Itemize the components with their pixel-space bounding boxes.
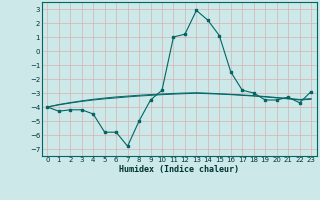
X-axis label: Humidex (Indice chaleur): Humidex (Indice chaleur)	[119, 165, 239, 174]
